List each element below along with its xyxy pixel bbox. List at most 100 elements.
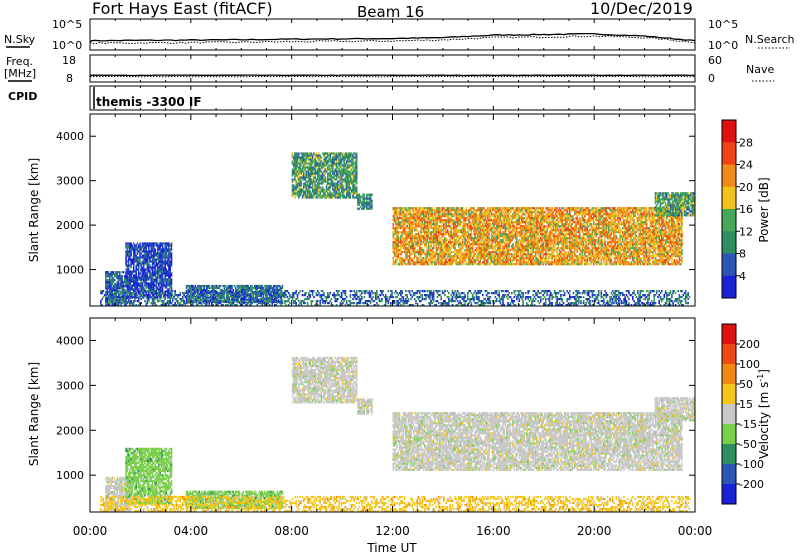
data-cell bbox=[337, 182, 339, 185]
data-cell bbox=[148, 256, 150, 259]
data-cell bbox=[126, 244, 129, 247]
data-cell bbox=[129, 281, 131, 284]
data-cell bbox=[301, 162, 304, 165]
data-cell bbox=[435, 245, 437, 248]
data-cell bbox=[350, 156, 353, 159]
data-cell bbox=[135, 276, 137, 279]
data-cell bbox=[417, 241, 420, 244]
data-cell bbox=[112, 281, 115, 284]
data-cell bbox=[392, 227, 395, 230]
data-cell bbox=[512, 245, 514, 248]
cpid-value: themis -3300 IF bbox=[96, 95, 202, 109]
data-cell bbox=[309, 176, 311, 179]
data-cell bbox=[352, 156, 354, 159]
data-cell bbox=[401, 235, 403, 238]
data-cell bbox=[410, 257, 412, 260]
data-cell bbox=[407, 227, 410, 230]
data-cell bbox=[261, 290, 263, 294]
data-cell bbox=[343, 156, 345, 159]
data-cell bbox=[234, 296, 237, 300]
data-cell bbox=[292, 156, 295, 159]
data-cell bbox=[369, 203, 372, 206]
data-cell bbox=[320, 156, 323, 159]
data-cell bbox=[327, 176, 329, 179]
data-cell bbox=[292, 170, 295, 173]
data-cell bbox=[122, 271, 125, 274]
data-cell bbox=[366, 197, 368, 200]
data-cell bbox=[440, 227, 442, 230]
data-cell bbox=[335, 190, 338, 193]
data-cell bbox=[507, 261, 509, 264]
data-cell bbox=[446, 239, 449, 242]
data-cell bbox=[327, 154, 329, 157]
data-cell bbox=[318, 166, 320, 169]
data-cell bbox=[411, 219, 413, 222]
data-cell bbox=[301, 154, 304, 157]
data-cell bbox=[321, 152, 324, 155]
data-cell bbox=[145, 250, 148, 253]
data-cell bbox=[403, 245, 406, 248]
data-cell bbox=[144, 244, 146, 247]
data-cell bbox=[343, 190, 345, 193]
data-cell bbox=[137, 246, 140, 249]
data-cell bbox=[151, 274, 154, 277]
data-cell bbox=[301, 152, 304, 155]
data-cell bbox=[327, 178, 329, 181]
data-cell bbox=[473, 263, 475, 266]
data-cell bbox=[136, 258, 139, 261]
data-cell bbox=[148, 284, 150, 287]
data-cell bbox=[145, 254, 148, 257]
data-cell bbox=[364, 205, 367, 208]
data-cell bbox=[323, 174, 325, 177]
data-cell bbox=[350, 164, 353, 167]
data-cell bbox=[127, 270, 130, 273]
data-cell bbox=[395, 247, 397, 250]
data-cell bbox=[366, 193, 368, 196]
data-cell bbox=[231, 286, 233, 290]
data-cell bbox=[368, 207, 371, 210]
data-cell bbox=[134, 270, 136, 273]
data-cell bbox=[354, 162, 357, 165]
data-cell bbox=[408, 261, 411, 264]
data-cell bbox=[129, 246, 131, 249]
data-cell bbox=[251, 286, 253, 290]
data-cell bbox=[396, 237, 398, 240]
data-cell bbox=[335, 160, 338, 163]
data-cell bbox=[202, 300, 204, 304]
data-cell bbox=[295, 154, 297, 157]
data-cell bbox=[141, 254, 144, 257]
data-cell bbox=[106, 285, 108, 288]
data-cell bbox=[154, 296, 156, 299]
data-cell bbox=[353, 170, 355, 173]
data-cell bbox=[198, 292, 200, 296]
data-cell bbox=[126, 276, 129, 279]
data-cell bbox=[512, 237, 514, 240]
data-cell bbox=[318, 190, 320, 193]
data-cell bbox=[248, 296, 251, 300]
data-cell bbox=[150, 272, 153, 275]
data-cell bbox=[271, 286, 274, 290]
data-cell bbox=[392, 235, 395, 238]
data-cell bbox=[401, 227, 403, 230]
data-cell bbox=[298, 172, 300, 175]
data-cell bbox=[369, 199, 372, 202]
data-cell bbox=[300, 172, 303, 175]
noise-right-label: N.Search bbox=[745, 33, 795, 46]
data-cell bbox=[456, 255, 459, 258]
data-cell bbox=[161, 288, 164, 291]
data-cell bbox=[320, 170, 323, 173]
data-cell bbox=[396, 225, 398, 228]
data-cell bbox=[361, 195, 363, 198]
data-cell bbox=[119, 287, 121, 290]
data-cell bbox=[296, 182, 299, 185]
data-cell bbox=[158, 294, 160, 297]
data-cell bbox=[354, 180, 357, 183]
data-cell bbox=[306, 152, 309, 155]
data-cell bbox=[168, 270, 170, 273]
data-cell bbox=[403, 251, 406, 254]
data-cell bbox=[318, 176, 320, 179]
data-cell bbox=[406, 253, 408, 256]
data-cell bbox=[148, 294, 150, 297]
data-cell bbox=[500, 219, 503, 222]
